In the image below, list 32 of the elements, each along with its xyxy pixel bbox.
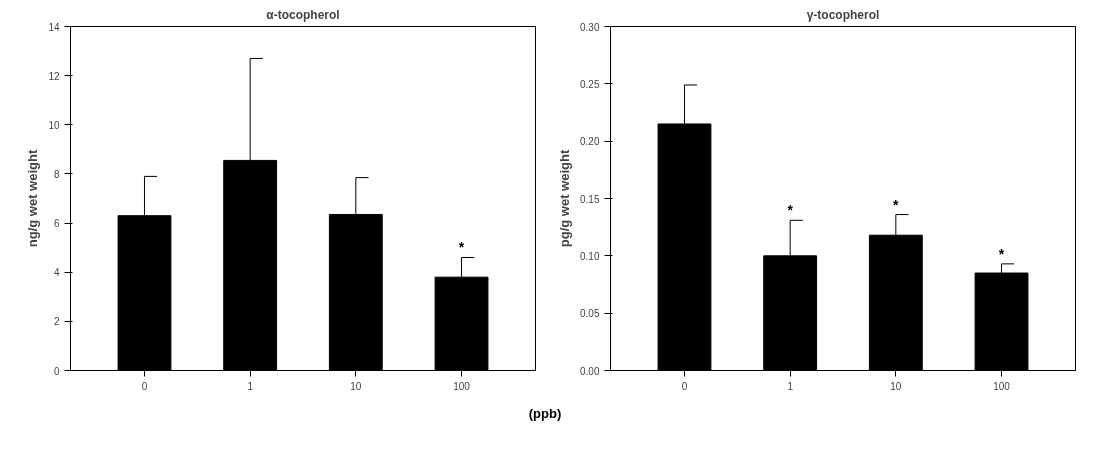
y-tick-label: 8 [53,168,60,180]
x-tick-label: 0 [141,380,148,392]
y-tick-label: 0 [53,365,60,377]
x-tick-label: 1 [787,380,794,392]
y-axis-title: ng/g wet weight [25,149,41,248]
y-tick-label: 12 [48,70,60,82]
y-tick-label: 0.25 [580,78,600,90]
x-tick-label: 10 [890,380,902,392]
y-tick-label: 0.05 [580,308,600,320]
y-tick-label: 2 [53,316,60,328]
x-tick-label: 0 [681,380,688,392]
chart-title: γ-tocopherol [806,7,880,22]
annotation: * [998,245,1005,262]
y-tick-label: 0.00 [580,365,600,377]
chart-title: α-tocopherol [266,7,340,22]
y-tick-label: 14 [48,21,60,33]
y-tick-label: 0.10 [580,250,600,262]
y-tick-label: 4 [53,267,60,279]
y-tick-label: 10 [48,119,60,131]
x-axis-title: (ppb) [528,405,562,423]
annotation: * [893,196,900,213]
annotation: * [458,239,465,256]
y-tick-label: 0.30 [580,21,600,33]
annotation: * [787,202,794,219]
x-tick-label: 100 [453,380,471,392]
y-tick-label: 0.15 [580,193,600,205]
x-tick-label: 10 [350,380,362,392]
y-tick-label: 6 [53,218,60,230]
x-tick-label: 1 [247,380,254,392]
x-tick-label: 100 [993,380,1011,392]
y-axis-title: pg/g wet weight [557,149,573,248]
y-tick-label: 0.20 [580,136,600,148]
